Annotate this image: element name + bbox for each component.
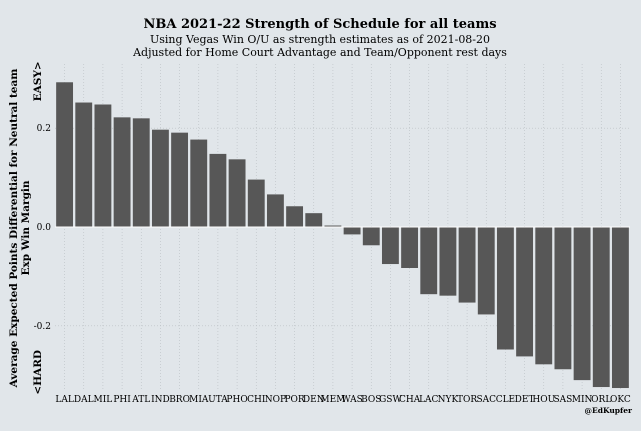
chart-subtitle-line-2: Adjusted for Home Court Advantage and Te… — [132, 46, 507, 59]
x-tick-label: IND — [151, 395, 170, 405]
bar-sac — [477, 227, 495, 315]
x-tick-label: PHO — [226, 395, 247, 405]
bar-min — [573, 227, 591, 381]
x-tick-label: SAC — [476, 395, 496, 405]
x-tick-label: MIA — [189, 395, 209, 405]
x-tick-label: CLE — [496, 395, 515, 405]
bar-hou — [535, 227, 553, 365]
bar-mia — [190, 139, 208, 227]
x-tick-label: BRO — [169, 395, 190, 405]
x-tick-label: DAL — [74, 395, 94, 405]
x-tick-label: CHA — [399, 395, 421, 405]
bar-tor — [458, 227, 476, 303]
y-tick-label: -0.2 — [34, 322, 51, 332]
x-tick-label: BOS — [361, 395, 381, 405]
x-tick-label: GSW — [379, 395, 402, 405]
bar-phi — [113, 117, 131, 227]
y-axis-label-line-3: <HARD EASY> — [32, 61, 44, 394]
chart-subtitle-line-1: Using Vegas Win O/U as strength estimate… — [150, 33, 490, 46]
chart-credit: @EdKupfer — [585, 406, 634, 415]
bar-nyk — [439, 227, 457, 296]
bar-ind — [151, 129, 169, 227]
bar-cle — [496, 227, 514, 350]
bar-layer — [56, 82, 629, 389]
x-tick-label: MIN — [572, 395, 593, 405]
y-axis-label-line-2: Exp Win Margin — [20, 180, 32, 275]
bar-mem — [324, 225, 342, 227]
x-tick-label: DEN — [303, 395, 325, 405]
x-tick-label: SAS — [553, 395, 572, 405]
y-tick-label: 0.2 — [37, 124, 51, 134]
bar-chi — [247, 179, 265, 227]
bar-por — [286, 206, 304, 227]
bar-det — [516, 227, 534, 357]
bar-bro — [171, 132, 189, 227]
bar-sas — [554, 227, 572, 370]
axis-layer: -0.2 0.0 0.2 LAL DAL MIL PHI ATL IND BRO MIA UTAPHO… — [34, 124, 631, 405]
y-tick-label: 0.0 — [37, 223, 52, 233]
bar-dal — [75, 102, 93, 227]
x-tick-label: CHI — [247, 395, 266, 405]
x-tick-label: HOU — [532, 395, 555, 405]
bar-lal — [56, 82, 74, 227]
bar-pho — [228, 159, 246, 227]
bar-gsw — [381, 227, 399, 265]
x-tick-label: ATL — [131, 395, 150, 405]
x-tick-label: POR — [284, 395, 304, 405]
x-tick-label: UTA — [208, 395, 228, 405]
x-tick-label: NYK — [438, 395, 459, 405]
x-tick-label: LAC — [419, 395, 438, 405]
x-tick-label: LAL — [55, 395, 73, 405]
x-tick-label: ORL — [591, 395, 611, 405]
bar-atl — [132, 118, 150, 227]
bar-uta — [209, 153, 227, 227]
x-tick-label: DET — [515, 395, 535, 405]
bar-bos — [362, 227, 380, 246]
chart-title: NBA 2021-22 Strength of Schedule for all… — [143, 17, 496, 32]
bar-nop — [266, 194, 284, 227]
x-tick-label: OKC — [610, 395, 631, 405]
bar-okc — [611, 227, 629, 389]
bar-lac — [420, 227, 438, 295]
bar-orl — [592, 227, 610, 388]
x-tick-label: PHI — [113, 395, 131, 405]
x-tick-label: TOR — [457, 395, 477, 405]
y-axis-label-line-1: Average Expected Points Differential for… — [8, 69, 20, 389]
x-tick-label: MEM — [320, 395, 345, 405]
bar-was — [343, 227, 361, 235]
x-tick-label: MIL — [94, 395, 113, 405]
x-tick-label: NOP — [265, 395, 286, 405]
bar-cha — [401, 227, 419, 268]
bar-mil — [94, 104, 112, 227]
bar-den — [305, 213, 323, 227]
x-tick-label: WAS — [341, 395, 362, 405]
